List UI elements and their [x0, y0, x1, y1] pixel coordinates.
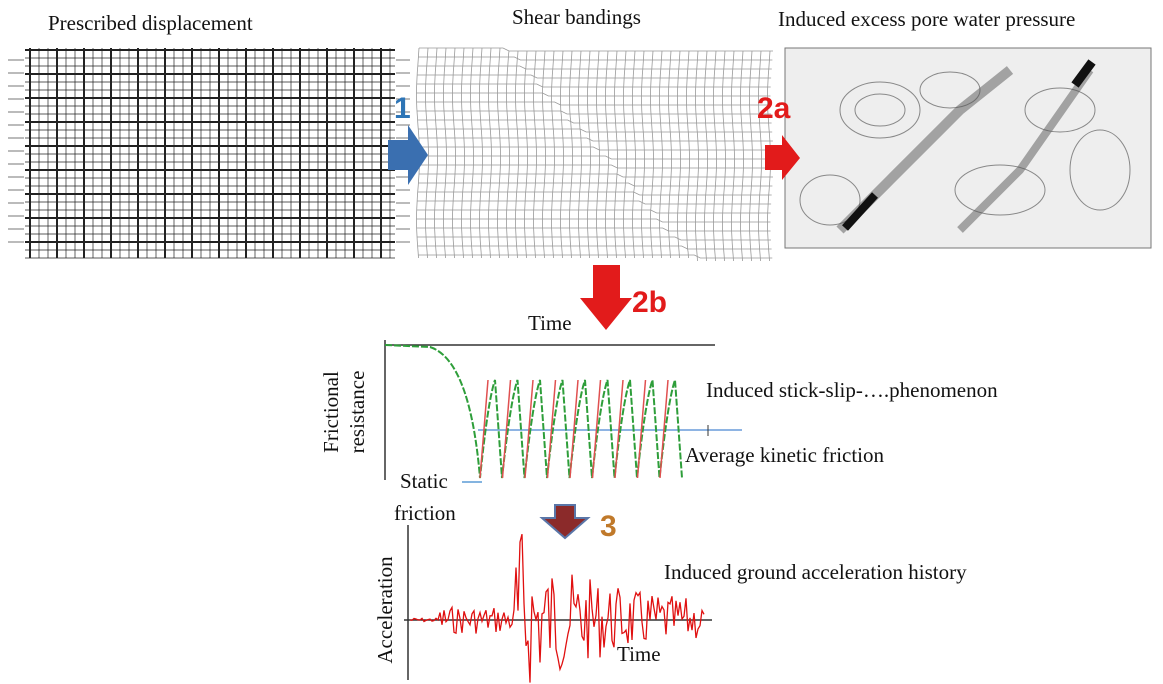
mesh-line [686, 50, 690, 259]
step-label: 2a [757, 92, 791, 125]
mesh-line [740, 50, 744, 262]
mesh-line [731, 50, 735, 262]
annotation: Static [400, 469, 448, 493]
mesh-line [623, 50, 627, 259]
mesh-line [479, 47, 483, 259]
shear-mesh [416, 47, 774, 262]
mesh-line [416, 209, 771, 214]
friction-plot [384, 340, 742, 483]
mesh-line [417, 65, 772, 70]
axis-label: resistance [345, 371, 369, 454]
arrow [765, 135, 800, 180]
mesh-line [587, 50, 591, 259]
prescribed-mesh [8, 48, 410, 259]
axis-label: Time [528, 311, 572, 335]
mesh-line [417, 74, 772, 79]
mesh-line [452, 47, 456, 259]
step-label: 1 [394, 92, 411, 125]
mesh-line [551, 50, 555, 259]
mesh-line [704, 50, 708, 262]
mesh-line [524, 50, 528, 259]
mesh-line [722, 50, 726, 262]
mesh-line [419, 47, 773, 52]
mesh-line [497, 47, 501, 259]
mesh-line [417, 191, 772, 196]
mesh-line [515, 50, 519, 259]
mesh-line [659, 50, 663, 259]
mesh-line [569, 50, 573, 259]
mesh-line [417, 236, 771, 241]
mesh-line [418, 56, 773, 61]
mesh-line [650, 50, 654, 259]
mesh-line [461, 47, 465, 259]
mesh-line [578, 50, 582, 259]
mesh-line [758, 50, 762, 262]
arrow [580, 265, 632, 330]
mesh-line [416, 83, 771, 88]
step-label: 2b [632, 286, 667, 319]
acceleration-plot [404, 525, 712, 683]
mesh-line [417, 245, 772, 250]
mesh-line [416, 92, 771, 97]
annotation: Induced stick-slip-….phenomenon [706, 378, 998, 402]
pore-pressure-map [784, 47, 1152, 249]
mesh-line [470, 47, 474, 259]
mesh-line [419, 155, 774, 160]
mesh-line [417, 119, 772, 124]
mesh-line [713, 50, 717, 262]
mesh-line [668, 50, 672, 259]
mesh-line [443, 47, 447, 259]
mesh-line [418, 128, 773, 133]
panel-title: Shear bandings [512, 5, 641, 29]
annotation: Induced ground acceleration history [664, 560, 967, 584]
axis-label: Acceleration [373, 556, 397, 664]
mesh-line [419, 164, 774, 169]
mesh-line [614, 50, 618, 259]
mesh-line [418, 254, 773, 259]
mesh-line [641, 50, 645, 259]
mesh-line [506, 50, 510, 259]
panel-title: Induced excess pore water pressure [778, 7, 1075, 31]
mesh-line [418, 182, 773, 187]
annotation: friction [394, 501, 456, 525]
mesh-line [416, 101, 771, 106]
mesh-line [560, 50, 564, 259]
annotation: Average kinetic friction [685, 443, 885, 467]
arrow [539, 504, 591, 540]
mesh-line [434, 47, 438, 259]
mesh-line [417, 200, 772, 205]
mesh-line [416, 227, 771, 232]
arrow [388, 125, 428, 185]
mesh-line [419, 173, 773, 178]
mesh-line [596, 50, 600, 259]
mesh-line [677, 50, 681, 259]
mesh-line [418, 137, 773, 142]
mesh-line [416, 218, 771, 223]
mesh-line [425, 47, 429, 259]
mesh-line [632, 50, 636, 259]
panel-title: Prescribed displacement [48, 11, 253, 35]
mesh-line [533, 50, 537, 259]
mesh-line [605, 50, 609, 259]
mesh-line [417, 110, 771, 115]
mesh-line [749, 50, 753, 262]
mesh-line [695, 50, 699, 262]
mesh-line [419, 146, 774, 151]
axis-label: Time [617, 642, 661, 666]
step-label: 3 [600, 510, 617, 543]
mesh-line [542, 50, 546, 259]
mesh-line [488, 47, 492, 259]
axis-label: Frictional [319, 371, 343, 453]
